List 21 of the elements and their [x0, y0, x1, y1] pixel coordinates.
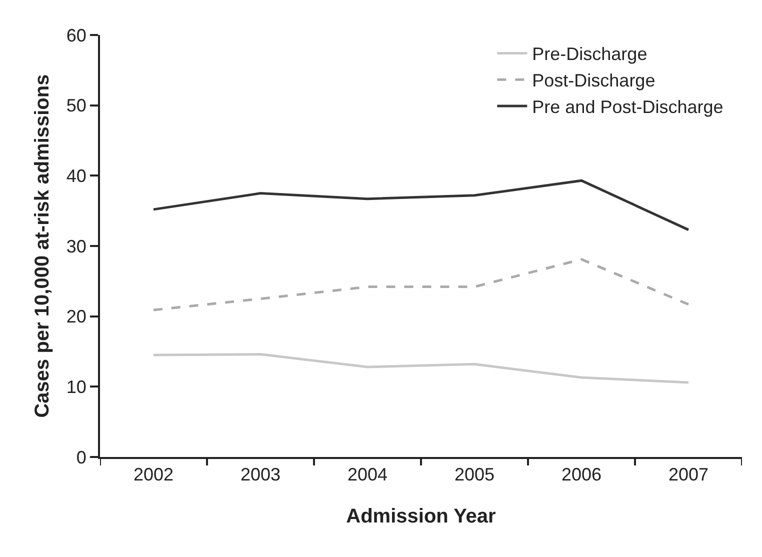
y-tick-label: 10 [66, 376, 86, 397]
y-axis-title: Cases per 10,000 at-risk admissions [31, 74, 54, 418]
x-tick-label: 2004 [347, 464, 388, 485]
x-tick-label: 2003 [240, 464, 281, 485]
x-tick-label: 2006 [561, 464, 602, 485]
legend-label: Pre-Discharge [532, 44, 648, 64]
legend-label: Pre and Post-Discharge [532, 97, 724, 118]
x-tick-label: 2002 [133, 464, 174, 485]
line-series [152, 353, 690, 384]
line-series [152, 258, 690, 312]
y-tick-label: 60 [66, 25, 86, 46]
y-tick-label: 40 [66, 166, 86, 186]
y-tick-label: 50 [66, 96, 86, 116]
y-tick-label: 30 [66, 236, 86, 256]
y-tick-label: 0 [76, 447, 86, 468]
line-series [152, 179, 690, 232]
y-tick-label: 20 [66, 306, 86, 327]
legend-label: Post-Discharge [532, 70, 656, 91]
x-axis-title: Admission Year [346, 506, 496, 528]
x-tick-label: 2007 [668, 464, 709, 485]
x-tick-label: 2005 [454, 464, 495, 485]
